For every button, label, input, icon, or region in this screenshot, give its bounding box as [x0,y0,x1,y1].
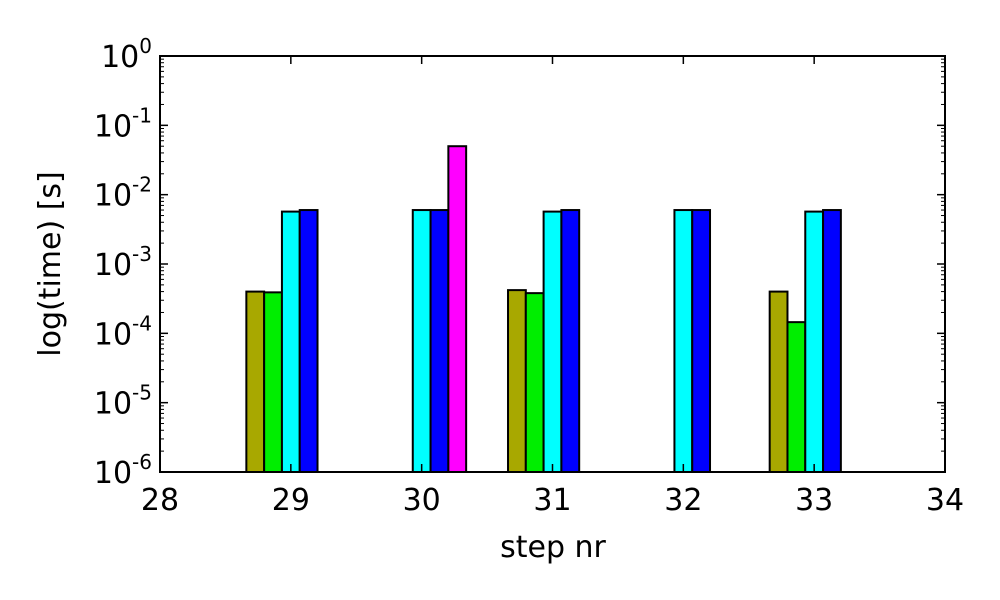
bar-step-29-series-3 [280,210,301,473]
y-tick-base: 10 [94,248,132,283]
bar-step-30-series-4 [429,209,450,473]
y-tick-base: 10 [94,179,132,214]
bar-step-29-series-2 [263,291,283,473]
y-axis-label: log(time) [s] [33,171,68,357]
y-tick-base: 10 [101,40,139,75]
y-tick-label: 10-1 [94,103,152,144]
y-tick-label: 10-4 [94,311,152,352]
plot-frame [159,55,946,473]
bar-step-31-series-3 [542,210,563,473]
y-tick-base: 10 [94,317,132,352]
bars-layer [245,145,842,474]
bar-step-33-series-1 [768,290,789,474]
y-tick-base: 10 [94,456,132,491]
x-tick-label: 30 [403,483,441,518]
x-tick-label: 31 [533,483,571,518]
bar-step-29-series-4 [298,209,319,473]
bar-step-31-series-2 [524,292,545,473]
bar-step-31-series-4 [560,209,581,473]
y-tick-base: 10 [94,109,132,144]
y-tick-exponent: -3 [132,242,152,266]
y-tick-label: 10-6 [94,450,152,491]
bar-step-29-series-1 [245,290,266,474]
x-tick-labels: 28 29 30 31 32 33 34 [141,483,964,518]
y-tick-label: 100 [101,34,152,75]
x-tick-label: 32 [664,483,702,518]
y-tick-base: 10 [94,387,132,422]
bar-step-31-series-1 [507,289,527,473]
x-tick-label: 28 [141,483,179,518]
y-tick-exponent: -5 [132,381,152,405]
y-tick-exponent: 0 [139,34,152,58]
bar-step-32-series-3 [673,209,694,473]
bar-step-30-series-5 [447,145,468,473]
y-tick-exponent: -6 [132,450,152,474]
bar-step-33-series-4 [822,209,842,473]
y-tick-exponent: -2 [132,173,152,197]
x-tick-label: 34 [926,483,964,518]
y-tick-exponent: -1 [132,103,152,127]
x-tick-label: 33 [795,483,833,518]
bar-step-32-series-4 [691,209,712,473]
y-tick-exponent: -4 [132,311,152,335]
y-tick-label: 10-3 [94,242,152,283]
bar-step-30-series-3 [411,209,432,473]
y-tick-label: 10-5 [94,381,152,422]
x-axis-label: step nr [500,530,606,565]
x-tick-label: 29 [272,483,310,518]
bar-step-33-series-3 [804,210,825,473]
y-tick-label: 10-2 [94,173,152,214]
bar-step-33-series-2 [786,321,807,473]
